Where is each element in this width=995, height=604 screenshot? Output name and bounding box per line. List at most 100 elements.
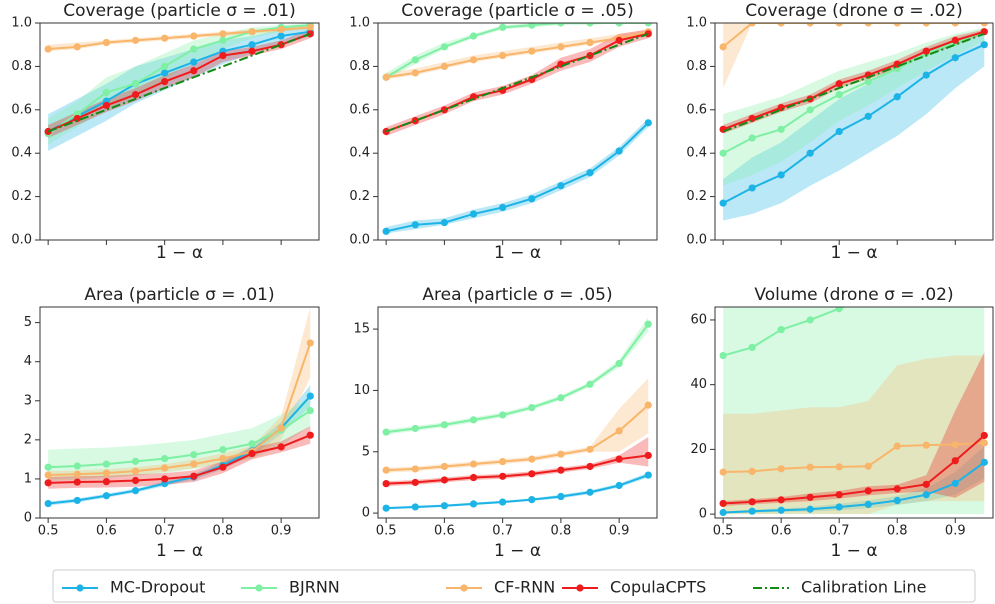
marker (382, 227, 390, 235)
marker (277, 41, 285, 49)
marker (277, 443, 285, 451)
x-axis-label: 1 − α (156, 243, 203, 263)
chart-title: Coverage (particle σ = .01) (63, 1, 296, 21)
marker (248, 41, 256, 49)
y-tick-label: 0.2 (686, 189, 707, 204)
marker (411, 221, 419, 229)
series-line (723, 434, 985, 505)
y-tick-label: 0.0 (349, 233, 370, 248)
marker (411, 117, 419, 125)
marker (586, 23, 594, 27)
x-tick-label: 0.6 (434, 524, 455, 539)
marker (248, 47, 256, 55)
band (48, 27, 311, 152)
band (386, 118, 649, 234)
y-tick-label: 0.2 (349, 189, 370, 204)
legend-marker (255, 584, 263, 592)
marker (835, 127, 843, 136)
marker (748, 23, 756, 27)
marker (748, 467, 756, 475)
marker (131, 36, 140, 44)
marker (440, 476, 449, 484)
marker (440, 219, 449, 227)
marker (469, 500, 478, 508)
marker (777, 125, 785, 133)
marker (951, 36, 959, 44)
legend-label: CopulaCPTS (610, 578, 706, 597)
marker (219, 51, 227, 60)
band (386, 378, 649, 473)
marker (248, 28, 256, 36)
marker (161, 62, 169, 70)
legend-marker (576, 584, 584, 592)
y-tick-label: 5 (362, 444, 370, 459)
series-line (385, 32, 649, 133)
marker (922, 480, 930, 488)
marker (411, 56, 419, 64)
marker (190, 45, 198, 53)
marker (277, 25, 285, 34)
marker (615, 23, 623, 27)
marker (190, 472, 198, 480)
marker (528, 495, 536, 504)
y-tick-label: 0 (24, 511, 32, 526)
marker (411, 478, 419, 487)
marker (190, 32, 198, 40)
marker (806, 493, 814, 501)
plot-area (719, 23, 988, 221)
marker (980, 431, 988, 440)
series-line (48, 434, 311, 484)
axes-frame (39, 22, 320, 241)
marker (557, 466, 565, 474)
marker (411, 465, 419, 473)
marker (73, 478, 81, 486)
marker (980, 23, 988, 27)
marker (557, 394, 565, 402)
marker (44, 463, 52, 471)
marker (248, 449, 256, 458)
marker (440, 421, 449, 429)
band (386, 23, 649, 80)
x-tick-label: 0.6 (771, 524, 792, 539)
band (48, 396, 311, 481)
y-tick-label: 1.0 (686, 16, 707, 31)
marker (748, 507, 756, 515)
marker (102, 88, 111, 97)
marker (806, 106, 814, 114)
marker (893, 485, 901, 493)
marker (922, 71, 930, 79)
legend-box (52, 569, 976, 603)
panel: Coverage (particle σ = .05) 1 − α 0.0 0.2 0.… (349, 1, 658, 263)
band (723, 307, 985, 515)
axes-frame (39, 306, 320, 519)
marker (748, 498, 756, 506)
marker (102, 101, 111, 110)
marker (131, 476, 140, 485)
marker (777, 326, 785, 334)
marker (190, 451, 198, 459)
marker (469, 460, 478, 468)
marker (382, 428, 390, 436)
series-line (722, 30, 985, 131)
band (386, 29, 649, 80)
marker (864, 112, 872, 120)
band (48, 29, 311, 139)
legend-marker (460, 584, 468, 592)
marker (73, 496, 81, 505)
marker (835, 503, 843, 511)
y-tick-label: 0.0 (686, 233, 707, 248)
axes-frame (714, 306, 994, 519)
series-line (723, 461, 985, 514)
marker (219, 463, 227, 471)
y-tick-label: 0 (699, 507, 707, 522)
marker (922, 491, 930, 499)
marker (161, 475, 169, 483)
marker (586, 169, 594, 177)
x-axis-label: 1 − α (494, 541, 541, 561)
band (48, 23, 311, 145)
marker (528, 23, 536, 29)
marker (893, 23, 901, 27)
marker (161, 464, 169, 472)
marker (277, 424, 285, 432)
